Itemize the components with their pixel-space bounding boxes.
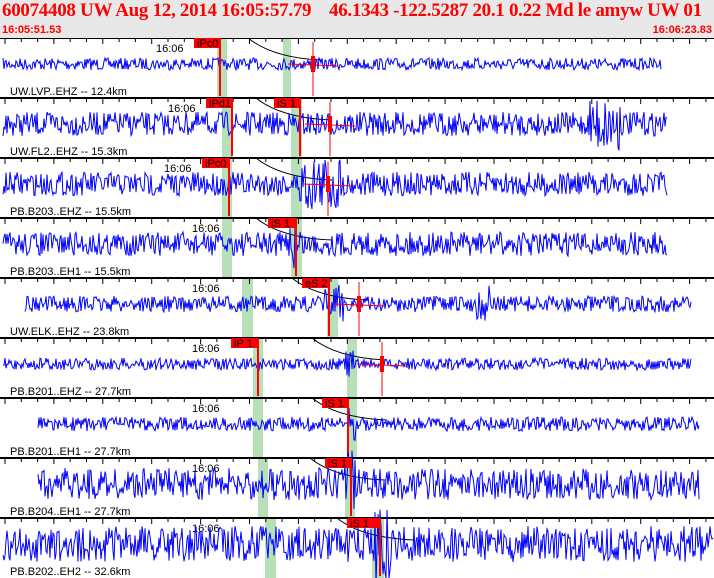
station-label: PB.B204..EH1 -- 27.7km — [10, 506, 130, 518]
pick-window — [253, 399, 263, 458]
pick-label: iPc0 — [205, 158, 226, 170]
pick-label: iS 1 — [350, 518, 369, 530]
amplitude-marker — [357, 296, 361, 312]
waveform-trace — [37, 408, 700, 442]
travel-time-curve — [255, 217, 333, 241]
time-label: 16:06 — [192, 463, 220, 475]
station-label: UW.LVP..EHZ -- 12.4km — [10, 86, 127, 98]
pick-flag[interactable] — [274, 98, 300, 108]
pick-flag[interactable] — [322, 398, 348, 408]
trace-panel[interactable]: 16:06 iS 1 PB.B204..EH1 -- 27.7km — [0, 450, 714, 518]
waveform-trace — [2, 350, 692, 377]
pick-flag[interactable] — [231, 338, 258, 348]
pick-flag[interactable] — [268, 218, 296, 228]
pick-label: eS 2 — [305, 278, 328, 290]
station-label: PB.B203..EHZ -- 15.5km — [10, 206, 131, 218]
pick-flag[interactable] — [302, 278, 329, 288]
station-label: PB.B202..EH2 -- 32.6km — [10, 566, 130, 578]
pick-label: iS 1 — [325, 398, 344, 410]
station-label: PB.B203..EH1 -- 15.5km — [10, 266, 130, 278]
pick-label: iS 1 — [328, 458, 347, 470]
waveform-trace — [2, 159, 668, 210]
pick-flag[interactable] — [206, 98, 232, 108]
trace-panel[interactable]: 16:06 iPc0 PB.B203..EHZ -- 15.5km — [0, 157, 714, 218]
trace-panel[interactable]: 16:06 iS 1 PB.B203..EH1 -- 15.5km — [0, 217, 714, 278]
station-label: PB.B201..EH1 -- 27.7km — [10, 446, 130, 458]
time-label: 16:06 — [156, 43, 184, 55]
pick-window — [265, 519, 276, 578]
time-label: 16:06 — [192, 403, 220, 415]
amplitude-marker — [311, 56, 315, 72]
end-time: 16:06:23.83 — [652, 24, 712, 36]
pick-flag[interactable] — [347, 518, 380, 528]
waveform-trace — [37, 450, 700, 509]
amplitude-marker — [328, 116, 332, 132]
trace-panel[interactable]: 16:06 iS 1 PB.B201..EH1 -- 27.7km — [0, 397, 714, 458]
waveform-trace — [2, 100, 668, 151]
pick-window — [222, 159, 232, 218]
station-label: PB.B201..EHZ -- 27.7km — [10, 386, 131, 398]
pick-window — [222, 99, 232, 158]
event-title: 60074408 UW Aug 12, 2014 16:05:57.79 46.… — [2, 0, 714, 21]
event-header: 60074408 UW Aug 12, 2014 16:05:57.79 46.… — [0, 0, 714, 38]
time-label: 16:06 — [192, 283, 220, 295]
travel-time-curve — [311, 337, 388, 361]
trace-panel[interactable]: 16:06 iPc0 UW.LVP..EHZ -- 12.4km — [0, 38, 714, 98]
start-time: 16:05:51.53 — [2, 24, 62, 36]
waveform-trace — [2, 227, 668, 269]
trace-panel[interactable]: 16:06 iS 1PB.B202..EH2 -- 32.6km — [0, 509, 714, 578]
seismogram-panels[interactable]: 16:06 iPc0 UW.LVP..EHZ -- 12.4km 16:06 iPd1 i… — [0, 38, 714, 578]
travel-time-curve — [255, 157, 333, 181]
trace-panel[interactable]: 16:06 eS 2 UW.ELK..EHZ -- 23.8km — [0, 277, 714, 338]
time-label: 16:06 — [192, 223, 220, 235]
station-label: UW.ELK..EHZ -- 23.8km — [10, 326, 129, 338]
travel-time-curve — [311, 397, 388, 421]
time-label: 16:06 — [168, 103, 196, 115]
pick-flag[interactable] — [194, 38, 220, 48]
pick-label: iP 1 — [234, 338, 253, 350]
pick-label: iS 1 — [277, 98, 296, 110]
pick-window — [283, 39, 291, 98]
time-label: 16:06 — [192, 343, 220, 355]
pick-flag[interactable] — [325, 458, 351, 468]
station-label: UW.FL2..EHZ -- 15.3km — [10, 146, 127, 158]
pick-window — [217, 39, 227, 98]
pick-label: iPc0 — [197, 38, 218, 50]
pick-window — [347, 399, 357, 458]
pick-window — [291, 159, 302, 218]
waveform-trace — [2, 56, 662, 72]
time-label: 16:06 — [164, 163, 192, 175]
pick-window — [291, 99, 302, 158]
pick-flag[interactable] — [202, 158, 229, 168]
amplitude-marker — [380, 356, 384, 372]
trace-panel[interactable]: 16:06 iP 1 PB.B201..EHZ -- 27.7km — [0, 337, 714, 398]
amplitude-marker — [326, 176, 330, 192]
pick-label: iS 1 — [271, 218, 290, 230]
pick-label: iPd1 — [209, 98, 231, 110]
trace-panel[interactable]: 16:06 iPd1 iS 1 UW.FL2..EHZ -- 15.3km — [0, 97, 714, 158]
